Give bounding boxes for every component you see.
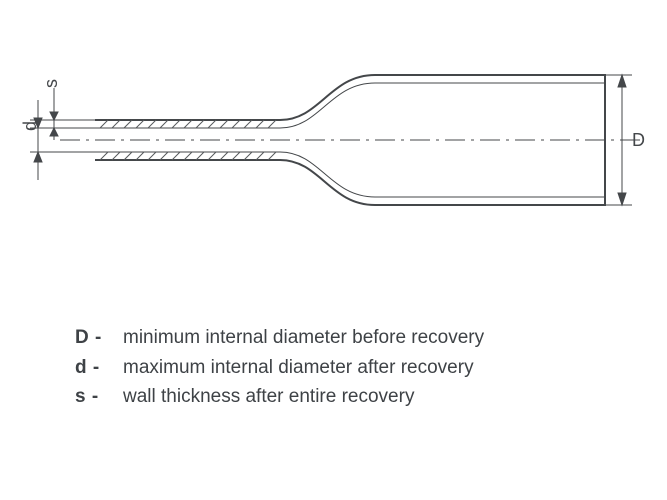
legend-row-d: d - maximum internal diameter after reco… bbox=[75, 355, 595, 381]
hatching-bot bbox=[100, 152, 276, 160]
legend-text: wall thickness after entire recovery bbox=[123, 384, 595, 410]
dimension-s bbox=[30, 88, 95, 140]
label-D: D bbox=[632, 131, 645, 149]
legend-text: maximum internal diameter after recovery bbox=[123, 355, 595, 381]
tube-diagram-svg bbox=[0, 0, 667, 300]
tube-inner-bot bbox=[95, 152, 605, 197]
legend: D - minimum internal diameter before rec… bbox=[75, 325, 595, 414]
label-d: d bbox=[21, 121, 39, 131]
label-s: s bbox=[42, 79, 60, 88]
legend-key: d - bbox=[75, 355, 123, 381]
legend-row-s: s - wall thickness after entire recovery bbox=[75, 384, 595, 410]
tube-inner-top bbox=[95, 83, 605, 128]
legend-key: D - bbox=[75, 325, 123, 351]
legend-key: s - bbox=[75, 384, 123, 410]
legend-row-D: D - minimum internal diameter before rec… bbox=[75, 325, 595, 351]
legend-text: minimum internal diameter before recover… bbox=[123, 325, 595, 351]
diagram-canvas: D d s D - minimum internal diameter befo… bbox=[0, 0, 667, 500]
hatching-top bbox=[100, 120, 276, 128]
